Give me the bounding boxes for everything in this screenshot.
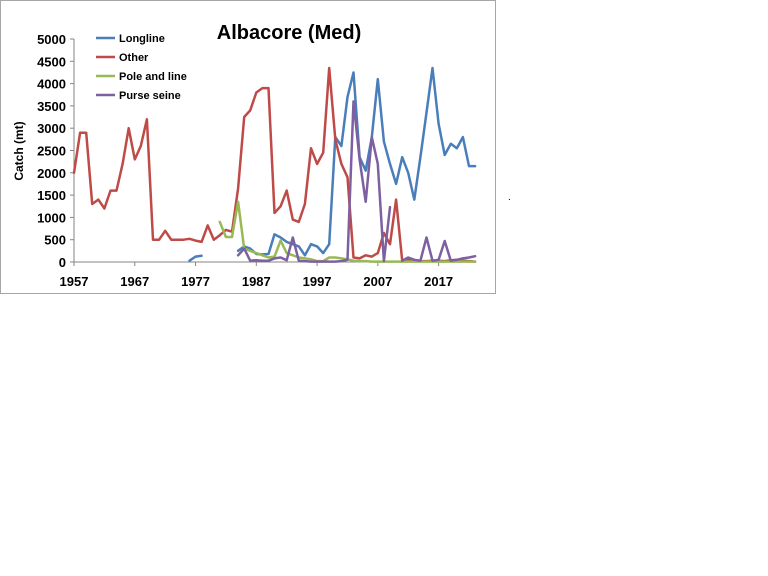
y-tick-label: 2000 <box>37 166 66 181</box>
x-tick-label: 1997 <box>303 274 332 289</box>
x-tick-label: 1977 <box>181 274 210 289</box>
y-tick-label: 3000 <box>37 121 66 136</box>
y-tick-label: 500 <box>44 233 66 248</box>
x-tick-label: 1987 <box>242 274 271 289</box>
axes: 0 500 1000 1500 2000 2500 3000 3500 4000 4500 5000… <box>37 32 469 289</box>
legend: Longline Other Pole and line Purse seine <box>96 33 187 102</box>
legend-label-purse-seine: Purse seine <box>119 90 181 102</box>
y-tick-label: 0 <box>59 255 66 270</box>
x-tick-label: 1967 <box>120 274 149 289</box>
y-tick-label: 1000 <box>37 210 66 225</box>
y-tick-label: 4000 <box>37 77 66 92</box>
series-line-purse-seine <box>236 100 477 263</box>
y-tick-label: 3500 <box>37 99 66 114</box>
legend-label-other: Other <box>119 52 149 64</box>
legend-label-pole-and-line: Pole and line <box>119 71 187 83</box>
y-tick-label: 4500 <box>37 54 66 69</box>
chart-frame: Albacore (Med) Catch (mt) 0 500 1000 1500 20… <box>0 0 496 294</box>
x-tick-label: 2007 <box>363 274 392 289</box>
y-tick-label: 2500 <box>37 144 66 159</box>
x-tick-label: 2017 <box>424 274 453 289</box>
x-tick-label: 1957 <box>60 274 89 289</box>
y-tick-label: 1500 <box>37 188 66 203</box>
chart-title: Albacore (Med) <box>217 22 361 44</box>
series-lines <box>72 66 477 263</box>
legend-label-longline: Longline <box>119 33 165 45</box>
series-line-longline <box>188 66 477 262</box>
albacore-line-chart: Albacore (Med) Catch (mt) 0 500 1000 1500 20… <box>12 22 477 289</box>
series-line-other <box>72 66 477 263</box>
y-axis-label: Catch (mt) <box>12 121 26 180</box>
y-tick-label: 5000 <box>37 32 66 47</box>
stray-dot: . <box>508 192 511 203</box>
